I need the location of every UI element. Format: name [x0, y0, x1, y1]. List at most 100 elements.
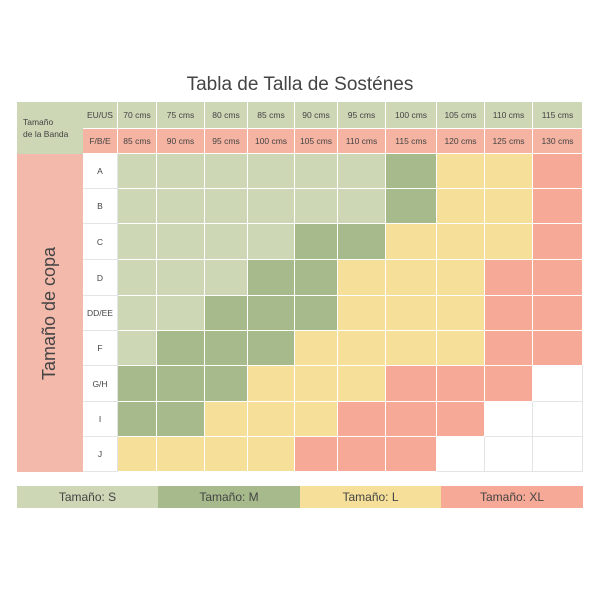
fb-size-header: 120 cms	[437, 129, 485, 154]
size-cell	[386, 154, 437, 189]
legend-item-m: Tamaño: M	[158, 486, 300, 508]
size-cell	[437, 402, 485, 437]
size-cell	[157, 260, 205, 296]
size-cell	[338, 260, 386, 296]
size-cell	[205, 224, 248, 260]
size-cell	[338, 224, 386, 260]
size-cell	[338, 402, 386, 437]
size-cell	[157, 331, 205, 366]
size-cell	[205, 402, 248, 437]
size-cell	[118, 331, 157, 366]
size-cell	[248, 154, 295, 189]
fb-size-header: 105 cms	[295, 129, 338, 154]
size-cell	[485, 260, 533, 296]
size-cell	[205, 437, 248, 472]
size-cell	[205, 260, 248, 296]
size-cell	[205, 366, 248, 402]
eu-size-header: 75 cms	[157, 102, 205, 129]
eu-size-header: 95 cms	[338, 102, 386, 129]
size-cell	[533, 402, 583, 437]
size-cell	[338, 296, 386, 331]
band-size-label: Tamaño de la Banda	[17, 102, 83, 154]
size-cell	[295, 296, 338, 331]
size-cell	[118, 366, 157, 402]
eu-us-row-label: EU/US	[83, 102, 118, 129]
eu-size-header: 70 cms	[118, 102, 157, 129]
cup-size-row-label: C	[83, 224, 118, 260]
eu-size-header: 105 cms	[437, 102, 485, 129]
size-cell	[437, 296, 485, 331]
size-cell	[118, 154, 157, 189]
size-cell	[295, 189, 338, 224]
size-cell	[248, 437, 295, 472]
band-size-label-line1: Tamaño	[23, 117, 54, 127]
size-cell	[118, 402, 157, 437]
size-cell	[295, 437, 338, 472]
size-cell	[338, 437, 386, 472]
size-cell	[533, 296, 583, 331]
size-cell	[485, 331, 533, 366]
size-cell	[437, 366, 485, 402]
size-cell	[118, 224, 157, 260]
size-cell	[437, 437, 485, 472]
eu-size-header: 100 cms	[386, 102, 437, 129]
size-cell	[533, 260, 583, 296]
fb-size-header: 130 cms	[533, 129, 583, 154]
size-cell	[118, 296, 157, 331]
eu-size-header: 90 cms	[295, 102, 338, 129]
cup-size-row-label: D	[83, 260, 118, 296]
size-cell	[533, 154, 583, 189]
cup-size-row-label: A	[83, 154, 118, 189]
size-cell	[157, 224, 205, 260]
size-cell	[248, 260, 295, 296]
size-cell	[485, 154, 533, 189]
size-cell	[386, 296, 437, 331]
size-cell	[248, 366, 295, 402]
size-cell	[437, 154, 485, 189]
size-cell	[248, 296, 295, 331]
size-cell	[437, 224, 485, 260]
fb-size-header: 90 cms	[157, 129, 205, 154]
size-cell	[248, 224, 295, 260]
size-cell	[295, 331, 338, 366]
eu-size-header: 115 cms	[533, 102, 583, 129]
size-cell	[338, 331, 386, 366]
size-cell	[485, 402, 533, 437]
cup-size-row-label: J	[83, 437, 118, 472]
size-cell	[533, 224, 583, 260]
size-cell	[118, 437, 157, 472]
size-cell	[248, 189, 295, 224]
cup-size-row-label: B	[83, 189, 118, 224]
size-cell	[386, 402, 437, 437]
size-cell	[485, 437, 533, 472]
size-cell	[533, 331, 583, 366]
cup-size-row-label: G/H	[83, 366, 118, 402]
size-cell	[118, 260, 157, 296]
size-cell	[248, 402, 295, 437]
size-cell	[248, 331, 295, 366]
size-cell	[386, 366, 437, 402]
size-cell	[157, 296, 205, 331]
size-cell	[437, 331, 485, 366]
cup-size-row-label: F	[83, 331, 118, 366]
size-cell	[485, 224, 533, 260]
size-cell	[338, 189, 386, 224]
size-cell	[295, 402, 338, 437]
size-cell	[295, 260, 338, 296]
size-cell	[533, 437, 583, 472]
size-cell	[533, 189, 583, 224]
size-cell	[485, 296, 533, 331]
size-cell	[437, 189, 485, 224]
eu-size-header: 85 cms	[248, 102, 295, 129]
cup-size-label-panel: Tamaño de copa	[17, 154, 83, 472]
size-cell	[205, 189, 248, 224]
fb-size-header: 95 cms	[205, 129, 248, 154]
size-cell	[205, 296, 248, 331]
cup-size-row-label: DD/EE	[83, 296, 118, 331]
legend-item-xl: Tamaño: XL	[441, 486, 583, 508]
eu-size-header: 80 cms	[205, 102, 248, 129]
size-cell	[118, 189, 157, 224]
size-cell	[386, 224, 437, 260]
size-cell	[157, 402, 205, 437]
legend-item-l: Tamaño: L	[300, 486, 441, 508]
